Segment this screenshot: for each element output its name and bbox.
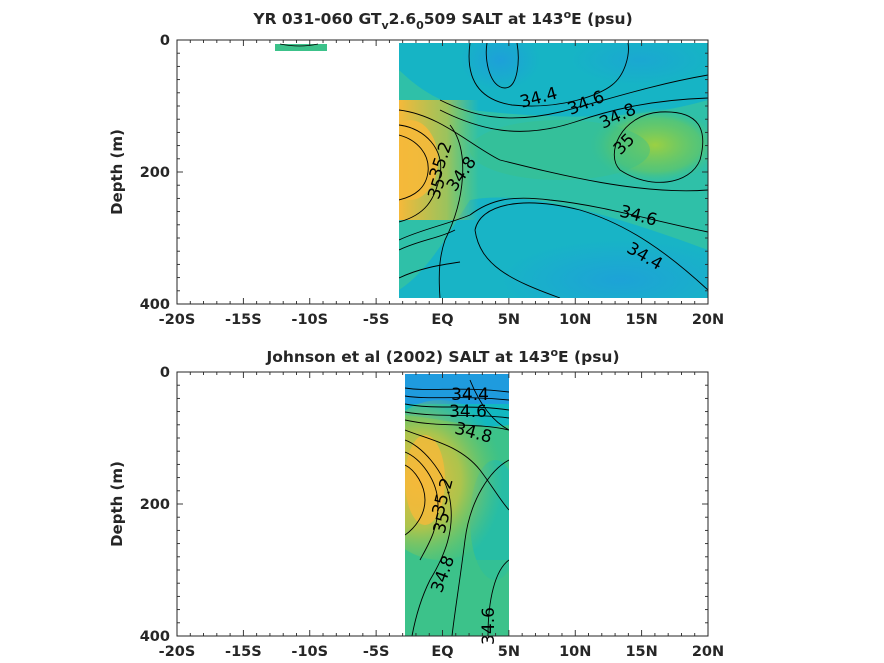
contour-line [399, 261, 461, 279]
title-part: 2.6 [389, 10, 416, 28]
contour-line [399, 124, 442, 223]
contour-line [405, 395, 509, 401]
contour-line [405, 439, 452, 636]
contour-line [613, 111, 704, 183]
y-tick-label: 200 [140, 497, 170, 513]
x-tick-label: 5N [498, 644, 520, 660]
contour-label: 34.4 [451, 385, 489, 405]
y-axis-label: Depth (m) [108, 461, 126, 547]
contour-line [405, 464, 426, 536]
contour-line [474, 202, 708, 291]
contour-line [405, 403, 509, 411]
contour-line [439, 74, 708, 119]
y-axis-label: Depth (m) [108, 129, 126, 215]
contour-line [451, 459, 509, 636]
chart-title: YR 031-060 GTv2.60509 SALT at 143oE (psu… [252, 8, 632, 32]
x-tick-label: 20N [692, 644, 724, 660]
salinity-patch [275, 44, 327, 51]
x-tick-label: -5S [363, 312, 390, 328]
x-tick-label: -10S [291, 312, 328, 328]
contour-line [279, 43, 319, 47]
contour-line [399, 109, 708, 192]
contour-line [487, 559, 509, 636]
y-tick-label: 0 [160, 365, 170, 381]
contour-line [399, 229, 456, 251]
x-tick-label: 15N [625, 644, 657, 660]
x-tick-label: 10N [559, 644, 591, 660]
contour-label: 34.6 [449, 402, 487, 422]
contour-label: 34.6 [479, 607, 499, 645]
x-tick-label: EQ [431, 644, 453, 660]
contour-line [474, 229, 561, 298]
axes: -20S -15S -10S -5S EQ 5N 10N 15N 20N 0 200 400 [140, 365, 724, 660]
title-part: 509 SALT at 143 [424, 10, 564, 28]
contour-line [405, 429, 509, 511]
title-part: o [550, 346, 558, 359]
contour-line [439, 97, 708, 132]
x-tick-label: 10N [559, 312, 591, 328]
title-part: Johnson et al (2002) SALT at 143 [265, 348, 550, 366]
contour-line [405, 419, 509, 431]
contours [405, 379, 509, 636]
x-tick-label: -20S [159, 644, 196, 660]
contour-line [485, 43, 519, 89]
y-tick-label: 200 [140, 165, 170, 181]
salinity-field [399, 43, 708, 298]
axes: -20S -15S -10S -5S EQ 5N 10N 15N 20N 0 200 400 [140, 33, 724, 328]
title-part: v [381, 19, 389, 32]
contour-line [405, 451, 439, 561]
contours [399, 43, 708, 298]
contour-line [468, 43, 629, 107]
title-part: o [564, 8, 572, 21]
panel-bottom: Johnson et al (2002) SALT at 143oE (psu) [108, 346, 724, 660]
x-tick-label: EQ [431, 312, 453, 328]
panel-top: YR 031-060 GTv2.60509 SALT at 143oE (psu… [108, 8, 724, 328]
title-part: E (psu) [571, 10, 633, 28]
y-tick-label: 0 [160, 33, 170, 49]
x-tick-label: -10S [291, 644, 328, 660]
contour-line [399, 214, 471, 241]
x-tick-label: 5N [498, 312, 520, 328]
x-tick-label: 15N [625, 312, 657, 328]
title-part: YR 031-060 GT [252, 10, 382, 28]
y-tick-label: 400 [140, 297, 170, 313]
contour-line [405, 387, 509, 393]
x-tick-label: -15S [225, 312, 262, 328]
x-tick-label: -20S [159, 312, 196, 328]
title-part: E (psu) [558, 348, 620, 366]
title-part: 0 [416, 19, 424, 32]
chart-title: Johnson et al (2002) SALT at 143oE (psu) [265, 346, 619, 366]
contour-line [405, 411, 509, 419]
x-tick-label: -5S [363, 644, 390, 660]
x-tick-label: -15S [225, 644, 262, 660]
contour-line [438, 124, 464, 298]
y-tick-label: 400 [140, 629, 170, 645]
contour-line [399, 134, 429, 201]
x-tick-label: 20N [692, 312, 724, 328]
contour-line [469, 197, 708, 233]
contour-line [469, 379, 509, 431]
